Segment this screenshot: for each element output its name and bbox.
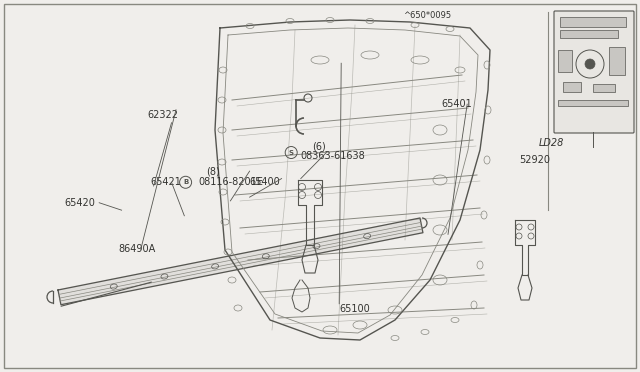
Bar bbox=[593, 84, 615, 92]
Bar bbox=[558, 50, 572, 72]
Text: (8): (8) bbox=[206, 167, 220, 177]
Text: LD28: LD28 bbox=[539, 138, 564, 148]
Text: (6): (6) bbox=[312, 142, 325, 152]
Bar bbox=[609, 47, 625, 75]
Text: 86490A: 86490A bbox=[118, 244, 156, 254]
Text: 62322: 62322 bbox=[147, 110, 178, 120]
Circle shape bbox=[585, 59, 595, 69]
Text: 52920: 52920 bbox=[519, 155, 550, 165]
FancyBboxPatch shape bbox=[554, 11, 634, 133]
Text: B: B bbox=[183, 179, 188, 185]
Text: 65100: 65100 bbox=[339, 304, 370, 314]
Bar bbox=[558, 100, 628, 106]
Text: 08116-8201E: 08116-8201E bbox=[198, 177, 263, 187]
Text: S: S bbox=[289, 150, 294, 155]
Bar bbox=[560, 30, 618, 38]
Text: 65401: 65401 bbox=[442, 99, 472, 109]
Text: 65420: 65420 bbox=[64, 198, 95, 208]
Text: 65400: 65400 bbox=[250, 177, 280, 187]
Bar bbox=[560, 17, 626, 27]
Bar bbox=[563, 82, 581, 92]
Polygon shape bbox=[58, 218, 423, 305]
Text: ^650*0095: ^650*0095 bbox=[403, 11, 451, 20]
Text: 08363-61638: 08363-61638 bbox=[301, 151, 365, 161]
Text: 65421: 65421 bbox=[150, 177, 181, 187]
